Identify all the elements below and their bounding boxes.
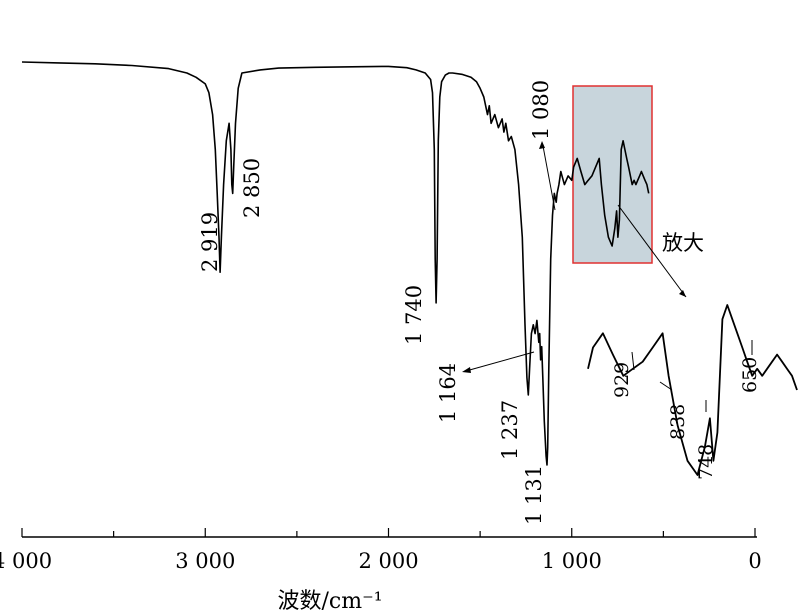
peak-arrow-1164 [465,351,535,372]
zoom-arrow-line [617,204,687,298]
peak-annotations: 2 919 2 850 1 740 1 237 1 164 1 131 1 080 [198,80,556,525]
peak-label: 1 131 [522,465,546,525]
x-tick-label: 0 [748,549,761,573]
inset-peak-arrow [631,351,635,371]
zoom-arrowhead [679,290,686,297]
peak-arrowhead-1080 [539,141,545,149]
peak-arrowhead-1164 [462,367,471,373]
inset-peak-label: 748 [695,444,717,480]
inset-peak-label: 929 [611,362,633,398]
inset-peak-arrow [659,381,673,391]
peak-label: 2 850 [240,158,264,218]
peak-label: 1 164 [436,363,460,423]
peak-arrow-1080 [542,145,556,211]
x-axis-label: 波数/cm⁻¹ [277,589,382,614]
x-tick-label: 4 000 [0,549,52,573]
zoom-label: 放大 [662,231,704,255]
x-tick-label: 2 000 [358,549,418,573]
spectrum-line [21,61,650,466]
x-axis: 4 000 3 000 2 000 1 000 0 [0,528,762,573]
x-tick-label: 1 000 [542,549,602,573]
peak-label: 1 740 [402,285,426,345]
inset-spectrum-line [587,304,798,476]
inset-spectrum-layer: 放大 929 838 748 650 [587,204,798,480]
x-tick-label: 3 000 [175,549,235,573]
inset-peak-label: 838 [667,404,689,440]
inset-peak-label: 650 [739,357,761,393]
peak-label: 1 080 [529,80,553,140]
peak-label: 2 919 [198,212,222,272]
main-spectrum-layer [21,61,650,466]
peak-label: 1 237 [498,400,522,460]
